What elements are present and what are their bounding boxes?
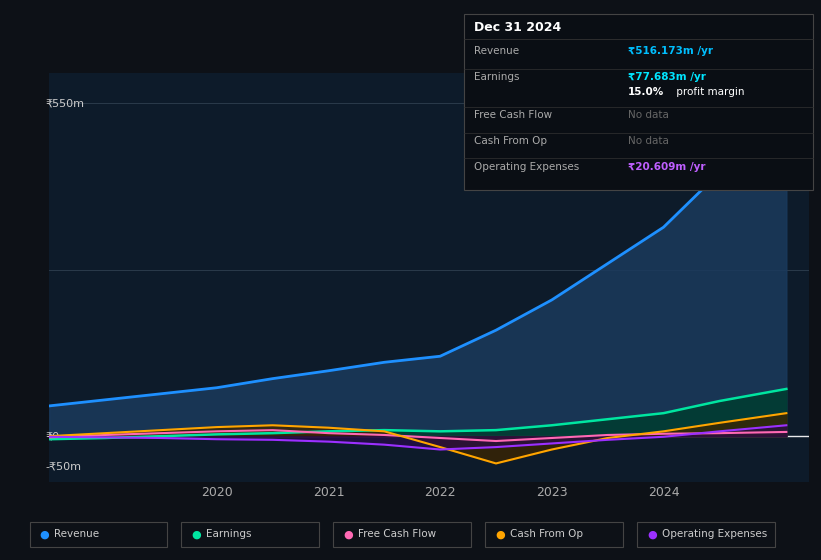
- Text: ₹0: ₹0: [45, 431, 60, 441]
- Text: ₹550m: ₹550m: [45, 98, 85, 108]
- Text: Dec 31 2024: Dec 31 2024: [474, 21, 561, 34]
- Text: Free Cash Flow: Free Cash Flow: [474, 110, 552, 120]
- Text: No data: No data: [628, 110, 669, 120]
- Text: Cash From Op: Cash From Op: [510, 529, 583, 539]
- Text: No data: No data: [628, 136, 669, 146]
- Text: ●: ●: [495, 529, 505, 539]
- Text: profit margin: profit margin: [673, 87, 745, 97]
- Text: ₹516.173m /yr: ₹516.173m /yr: [628, 46, 713, 57]
- Text: Cash From Op: Cash From Op: [474, 136, 547, 146]
- Text: Revenue: Revenue: [54, 529, 99, 539]
- Text: ₹20.609m /yr: ₹20.609m /yr: [628, 162, 705, 172]
- Text: 15.0%: 15.0%: [628, 87, 664, 97]
- Text: ●: ●: [343, 529, 353, 539]
- Text: Operating Expenses: Operating Expenses: [474, 162, 579, 172]
- Text: ●: ●: [647, 529, 657, 539]
- Text: ●: ●: [191, 529, 201, 539]
- Text: ₹77.683m /yr: ₹77.683m /yr: [628, 72, 706, 82]
- Text: -₹50m: -₹50m: [45, 461, 81, 472]
- Text: ●: ●: [39, 529, 49, 539]
- Text: Revenue: Revenue: [474, 46, 519, 57]
- Text: Free Cash Flow: Free Cash Flow: [358, 529, 436, 539]
- Text: Operating Expenses: Operating Expenses: [662, 529, 767, 539]
- Text: Earnings: Earnings: [206, 529, 251, 539]
- Text: Earnings: Earnings: [474, 72, 519, 82]
